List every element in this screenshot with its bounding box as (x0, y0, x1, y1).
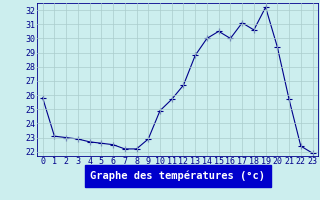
X-axis label: Graphe des températures (°c): Graphe des températures (°c) (90, 171, 265, 181)
